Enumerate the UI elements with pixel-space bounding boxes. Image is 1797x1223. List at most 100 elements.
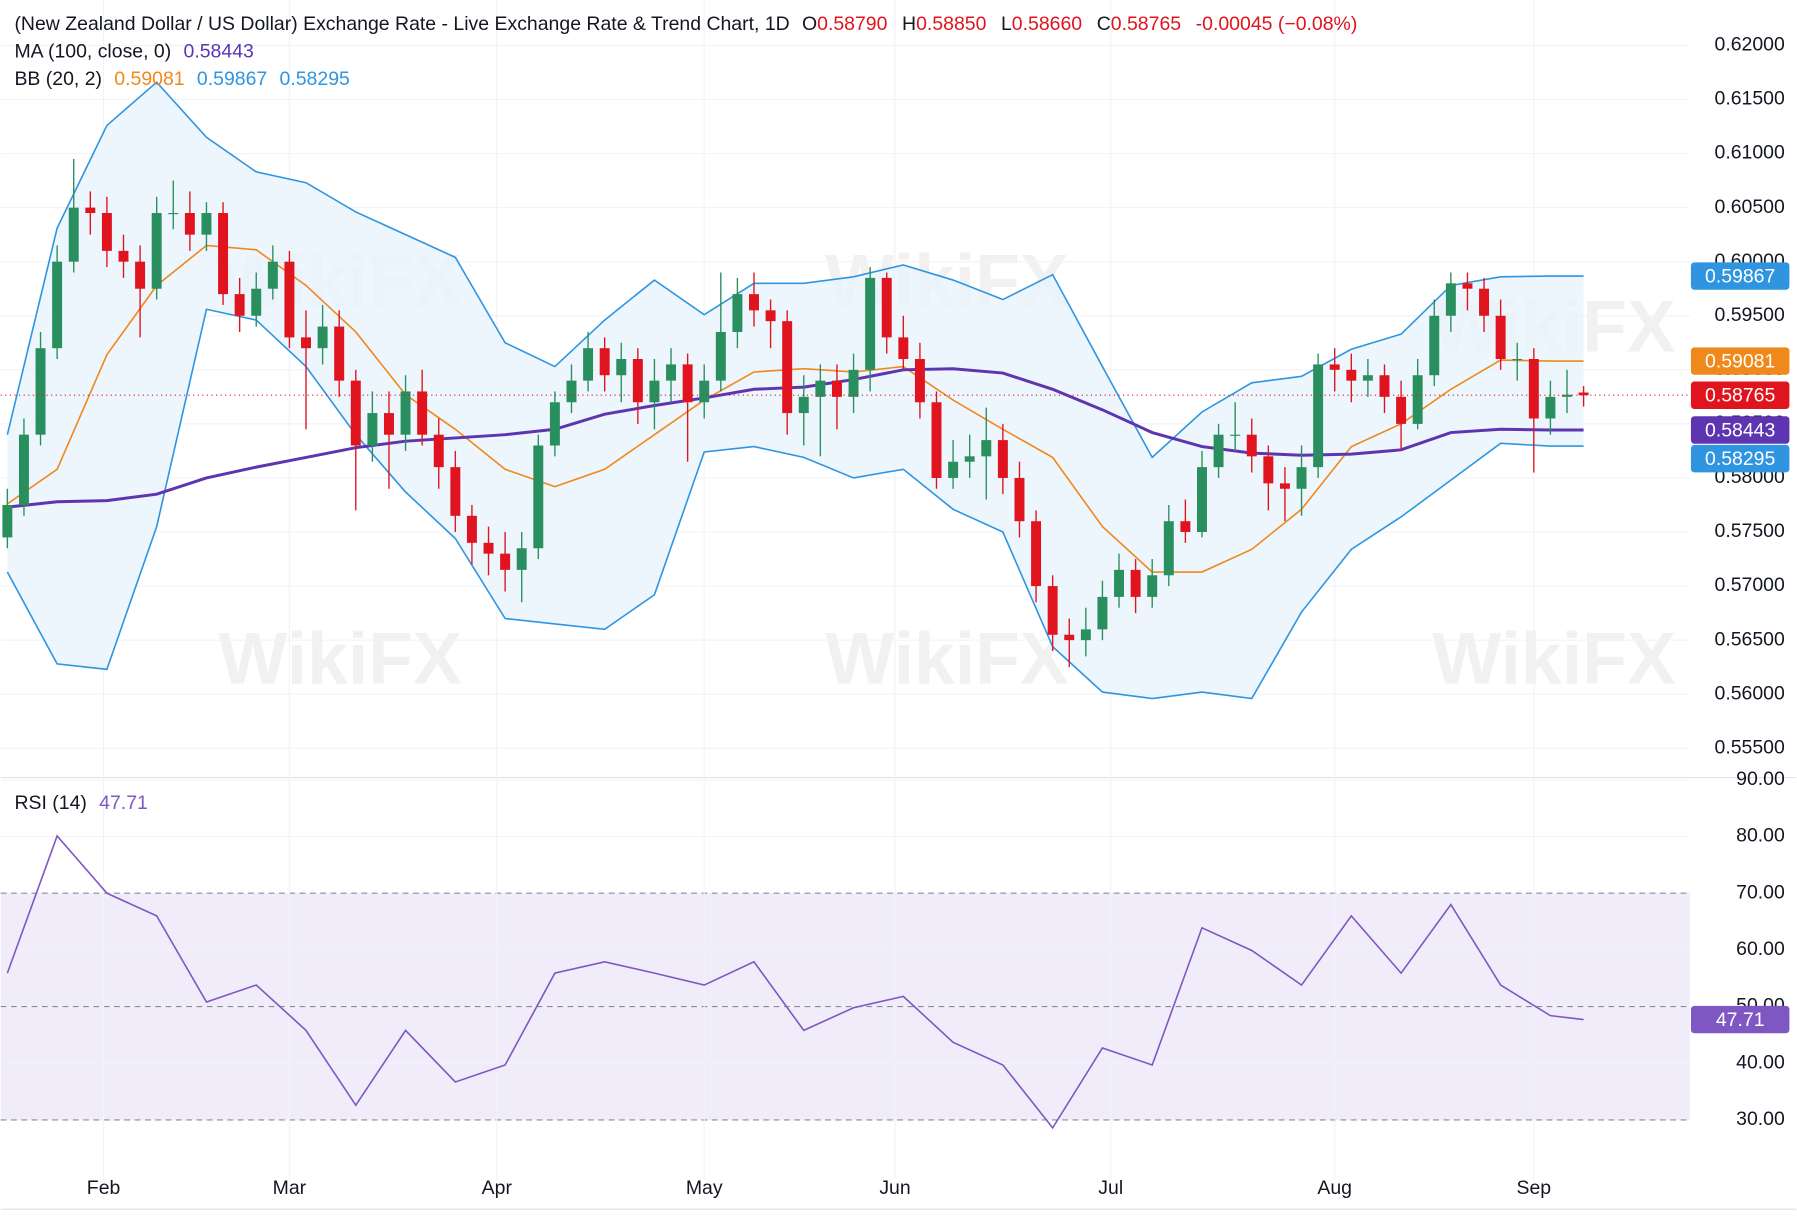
price-badge-label: 0.58295 [1705,448,1775,470]
bollinger-fill [7,82,1584,699]
y-tick-label: 0.59500 [1715,304,1785,326]
label-layer: (New Zealand Dollar / US Dollar) Exchang… [14,13,1790,1199]
legend-value: 0.59081 [114,68,184,90]
candle-body [68,207,79,262]
candle-body [483,542,494,554]
watermark: WikiFX [1432,618,1676,700]
candle-body [533,445,544,549]
price-badge [1690,416,1790,444]
price-badge [1690,262,1790,290]
candle-body [699,380,710,403]
candle-body [367,413,378,446]
candle-body [168,213,179,215]
y-tick-label: 0.60500 [1715,196,1785,218]
y-tick-label: 80.00 [1736,825,1785,847]
candle-body [1346,369,1357,381]
y-tick-label: 0.57000 [1715,574,1785,596]
candle-body [1313,364,1324,468]
candle-body [616,359,627,376]
x-tick-label: May [686,1177,723,1199]
price-badge [1690,347,1790,375]
candle-body [450,467,461,516]
candle-body [666,364,677,381]
candle-body [201,213,212,235]
candle-body [765,310,776,322]
ohlc-label: L [1001,13,1012,35]
candle-body [1147,575,1158,597]
candle-body [1495,315,1506,360]
legend-name: MA (100, close, 0) [14,41,171,63]
rsi-legend: RSI (14) 47.71 [14,792,147,814]
price-badge-label: 0.59081 [1705,350,1775,372]
candle-body [334,326,345,381]
candle-body [1296,467,1307,489]
ohlc-label: C [1097,13,1111,35]
candle-body [632,359,643,403]
candle-body [1213,434,1224,468]
watermark: WikiFX [218,618,462,700]
candle-body [52,261,63,349]
y-tick-label: 0.55500 [1715,736,1785,758]
legend-name: RSI (14) [14,792,86,814]
candle-body [85,207,96,214]
candle-body [997,440,1008,478]
candle-body [549,402,560,446]
candle-body [948,461,959,478]
plot-layer [0,81,1690,1130]
price-badge-label: 47.71 [1716,1009,1765,1031]
price-change: -0.00045 (−0.08%) [1196,13,1358,35]
y-tick-label: 60.00 [1736,938,1785,960]
candle-body [466,515,477,543]
x-tick-label: Jul [1098,1177,1123,1199]
y-tick-label: 30.00 [1736,1108,1785,1130]
background-layer: WikiFXWikiFXWikiFXWikiFXWikiFXWikiFXWiki… [0,0,1690,1180]
price-badge [1690,1005,1790,1034]
candle-body [782,321,793,414]
ohlc-label: H [902,13,916,35]
candle-body [1412,375,1423,424]
y-tick-label: 70.00 [1736,881,1785,903]
candle-body [848,369,859,397]
y-tick-label: 90.00 [1736,768,1785,790]
candle-body [732,294,743,332]
legend-value: 47.71 [99,792,148,814]
candle-body [1031,521,1042,587]
candle-body [865,277,876,370]
rsi-line [6,834,1584,1130]
candle-body [715,331,726,381]
candle-body [1246,434,1257,457]
ohlc-value: 0.58790 [817,13,887,35]
candle-body [1362,375,1373,381]
candle-body [599,348,610,376]
candle-body [350,380,361,446]
y-tick-label: 0.56000 [1715,682,1785,704]
bb-legend: BB (20, 2) 0.59081 0.59867 0.58295 [14,68,349,90]
candle-body [317,326,328,349]
candle-body [566,380,577,403]
candle-body [135,261,146,289]
candle-body [1279,483,1290,489]
candle-body [1163,521,1174,576]
candle-body [1429,315,1440,376]
candle-body [914,359,925,403]
candle-body [1329,364,1340,370]
candle-body [583,348,594,381]
candle-body [234,294,245,316]
y-tick-label: 0.61000 [1715,142,1785,164]
candle-body [1528,359,1539,419]
candle-body [1014,477,1025,522]
y-tick-label: 0.61500 [1715,88,1785,110]
price-badge-label: 0.59867 [1705,265,1775,287]
candle-body [749,294,759,311]
candle-body [383,413,394,435]
candle-body [798,396,809,414]
candle-body [1197,467,1207,533]
ohlc-label: O [802,13,817,35]
x-tick-label: Sep [1517,1177,1552,1199]
candle-body [1379,375,1390,397]
candle-body [1047,586,1058,635]
candle-body [500,553,511,570]
candle-body [151,213,162,289]
x-tick-label: Aug [1317,1177,1352,1199]
